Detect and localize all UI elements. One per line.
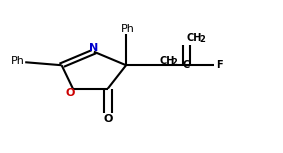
- Text: CH: CH: [187, 33, 202, 43]
- Text: F: F: [216, 60, 223, 70]
- Text: 2: 2: [199, 35, 205, 44]
- Text: O: O: [103, 114, 113, 124]
- Text: CH: CH: [160, 56, 175, 66]
- Text: C: C: [182, 60, 189, 70]
- Text: 2: 2: [172, 58, 178, 67]
- Text: Ph: Ph: [11, 56, 25, 66]
- Text: N: N: [89, 43, 98, 53]
- Text: O: O: [65, 88, 75, 98]
- Text: Ph: Ph: [121, 24, 134, 34]
